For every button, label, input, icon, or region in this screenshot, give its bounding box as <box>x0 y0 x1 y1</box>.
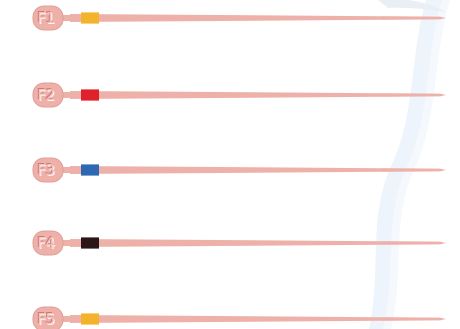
point-head <box>32 306 64 329</box>
gutta-percha-point: F3 <box>0 150 460 190</box>
size-band <box>81 313 99 325</box>
size-label: F3 <box>37 161 55 179</box>
point-head <box>32 82 64 108</box>
point-shaft <box>70 315 446 323</box>
size-band <box>81 89 99 101</box>
size-band <box>81 237 99 249</box>
size-label: F1 <box>37 9 55 27</box>
point-shaft <box>70 14 446 22</box>
size-label: F5 <box>37 310 55 328</box>
size-band <box>81 164 99 176</box>
size-band <box>81 12 99 24</box>
gutta-percha-point: F4 <box>0 223 460 263</box>
point-head <box>32 157 64 183</box>
point-head <box>32 5 64 31</box>
point-shaft <box>70 91 446 99</box>
size-label: F2 <box>37 86 55 104</box>
gutta-percha-point: F5 <box>0 299 460 329</box>
point-shaft <box>70 239 446 247</box>
size-label: F4 <box>37 234 55 252</box>
gutta-percha-point: F2 <box>0 75 460 115</box>
point-shaft <box>70 166 446 174</box>
gutta-percha-point: F1 <box>0 0 460 38</box>
point-head <box>32 230 64 256</box>
